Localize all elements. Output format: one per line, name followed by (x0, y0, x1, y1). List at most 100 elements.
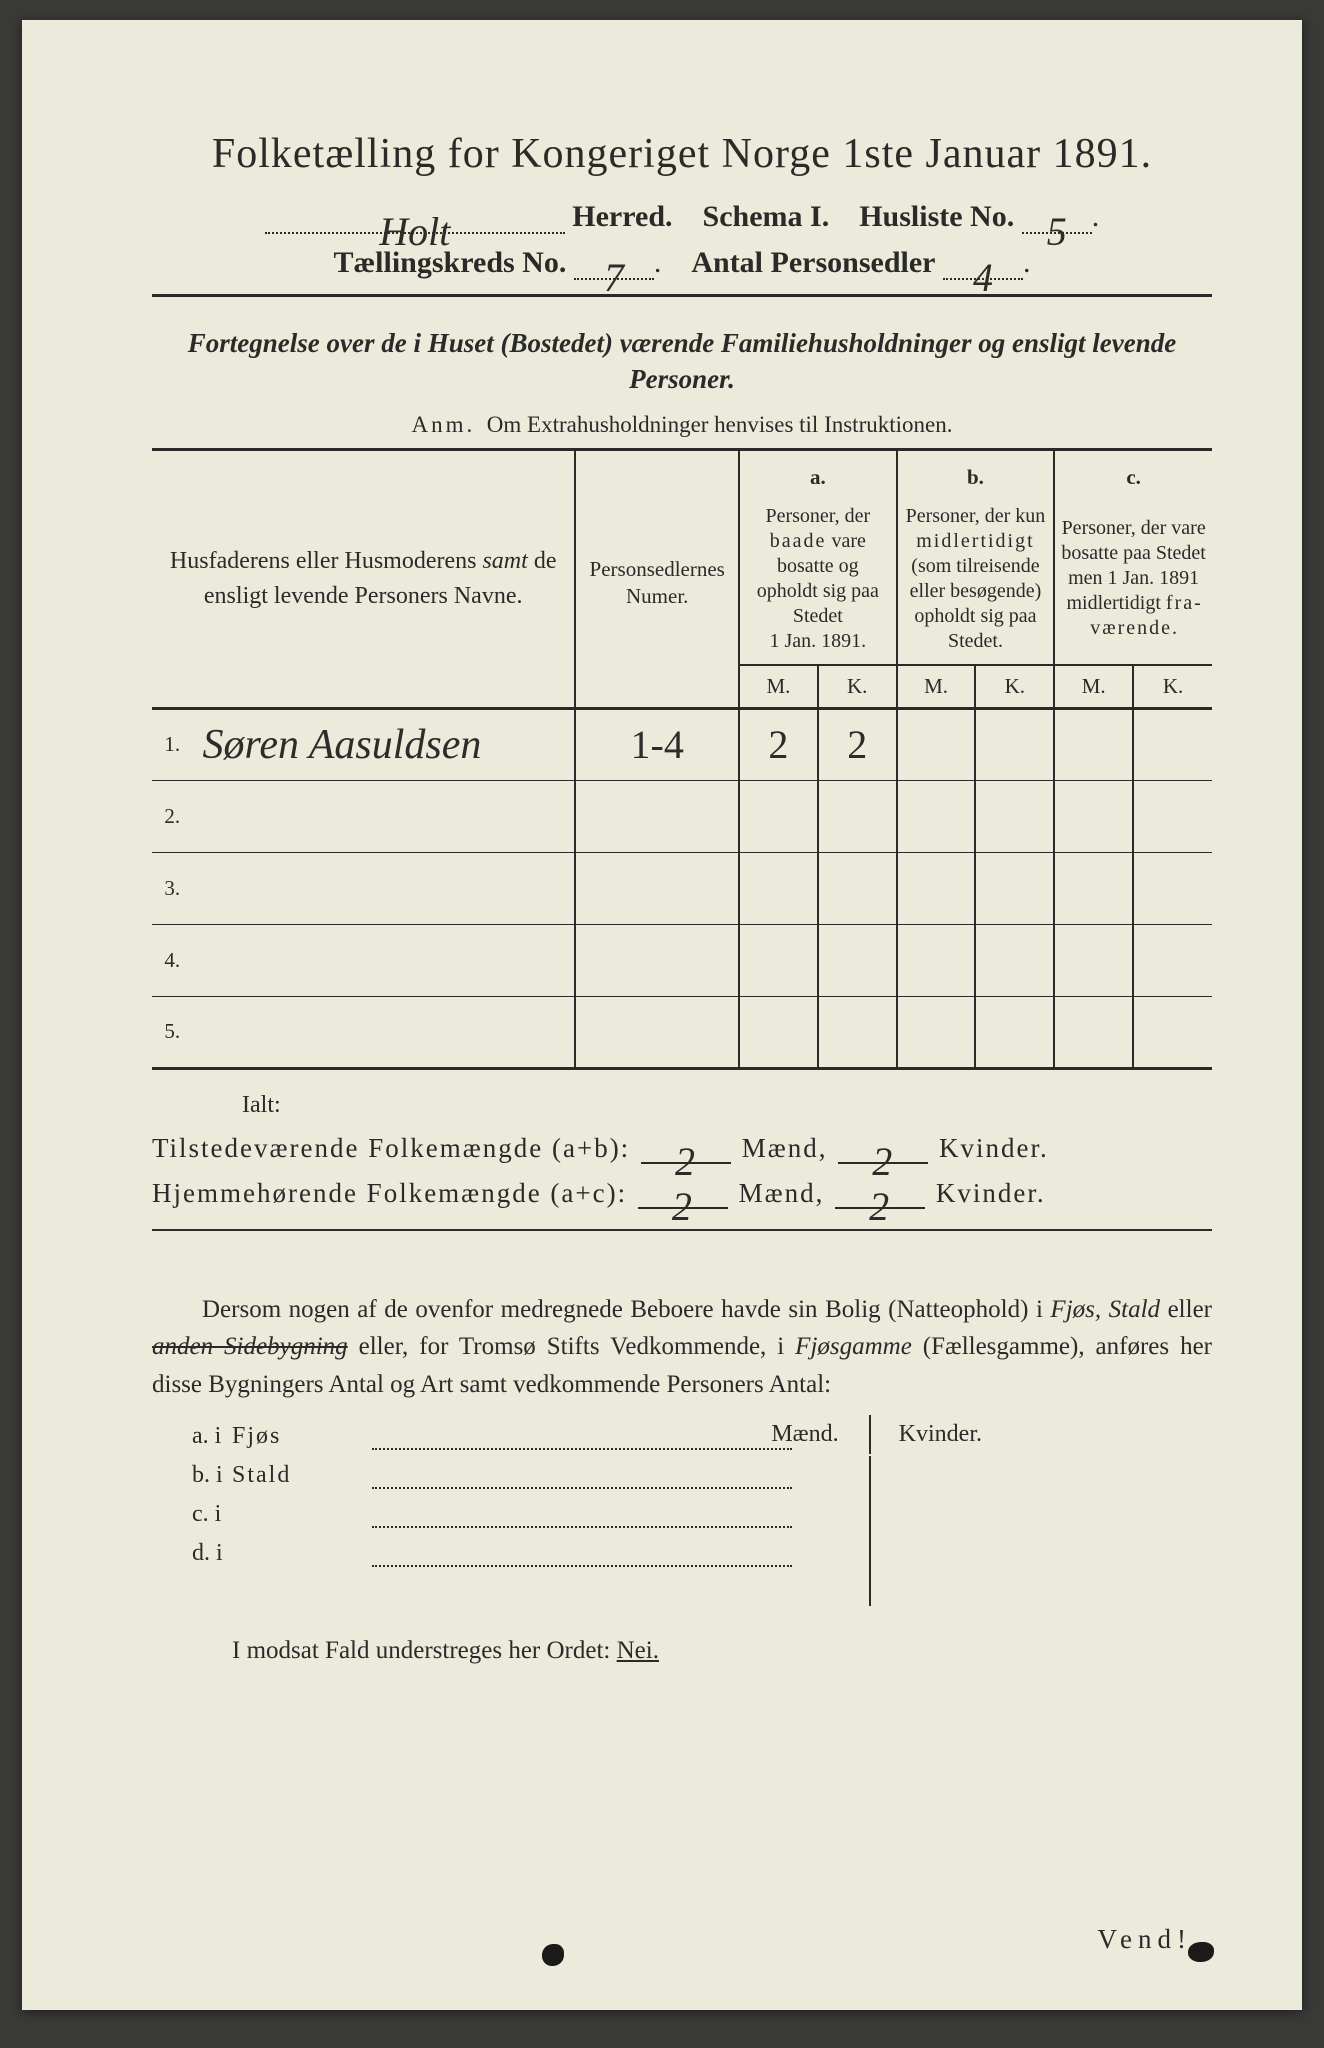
sum2-k-field: 2 (835, 1179, 925, 1209)
byg-label: d. i (152, 1540, 232, 1567)
c-m-cell (1054, 780, 1133, 852)
header-c-text: Personer, der vare bosatte paa Stedet me… (1054, 496, 1212, 665)
row-number: 3. (152, 852, 193, 924)
ialt-label: Ialt: (242, 1092, 1212, 1119)
antal-field: 4 (943, 250, 1023, 280)
row-number: 1. (152, 708, 193, 780)
byg-row: c. i (152, 1501, 1212, 1528)
mk-maend: Mænd. (743, 1415, 866, 1454)
numer-cell (575, 780, 739, 852)
schema-label: Schema I. (703, 200, 830, 233)
maend-label: Mænd, (742, 1133, 828, 1163)
b-k-cell (975, 852, 1054, 924)
a-m-cell (739, 780, 818, 852)
divider-2 (152, 1229, 1212, 1231)
maend-label-2: Mænd, (739, 1178, 825, 1208)
table-row: 5. (152, 996, 1212, 1068)
b-m-cell (897, 780, 976, 852)
table-row: 2. (152, 780, 1212, 852)
nei-text: I modsat Fald understreges her Ordet: (232, 1637, 610, 1664)
c-k-cell (1133, 780, 1212, 852)
c-k-cell (1133, 996, 1212, 1068)
meta-line-2: Tællingskreds No. 7. Antal Personsedler … (152, 246, 1212, 280)
byg-dots (372, 1508, 792, 1528)
table-row: 3. (152, 852, 1212, 924)
header-a-k: K. (818, 665, 897, 709)
page-title: Folketælling for Kongeriget Norge 1ste J… (152, 130, 1212, 178)
anm-line: Anm. Om Extrahusholdninger henvises til … (152, 412, 1212, 438)
subtitle: Fortegnelse over de i Huset (Bostedet) v… (152, 325, 1212, 398)
header-b-text: Personer, der kun midler­tidigt (som til… (897, 496, 1055, 665)
sum1-m-field: 2 (641, 1134, 731, 1164)
a-m-cell: 2 (739, 708, 818, 780)
header-b-m: M. (897, 665, 976, 709)
header-numer: Personsedlernes Numer. (575, 449, 739, 708)
meta-line-1: Holt Herred. Schema I. Husliste No. 5. (152, 200, 1212, 234)
table-row: 1.Søren Aasuldsen1-422 (152, 708, 1212, 780)
title-text: Folketælling for Kongeriget Norge 1ste J… (212, 131, 1152, 177)
a-m-cell (739, 852, 818, 924)
header-names: Husfaderens eller Husmoderens samt de en… (152, 449, 575, 708)
vend-label: Vend! (1098, 1924, 1192, 1955)
header-c-k: K. (1133, 665, 1212, 709)
kvinder-label-2: Kvinder. (936, 1178, 1046, 1208)
a-k-cell (818, 924, 897, 996)
sum2-label: Hjemmehørende Folkemængde (a+c): (152, 1178, 627, 1208)
header-a-m: M. (739, 665, 818, 709)
mk-kvinder: Kvinder. (869, 1415, 1010, 1454)
name-cell (193, 780, 576, 852)
a-m-cell (739, 924, 818, 996)
anm-text: Om Extrahusholdninger henvises til Instr… (487, 412, 953, 437)
byg-dots (372, 1547, 792, 1567)
c-m-cell (1054, 924, 1133, 996)
numer-cell (575, 996, 739, 1068)
a-m-cell (739, 996, 818, 1068)
kvinder-label: Kvinder. (939, 1133, 1049, 1163)
b-k-cell (975, 996, 1054, 1068)
header-b-label: b. (897, 449, 1055, 496)
a-k-cell: 2 (818, 708, 897, 780)
sum1-k-field: 2 (838, 1134, 928, 1164)
byg-label: c. i (152, 1501, 232, 1528)
header-c-label: c. (1054, 449, 1212, 496)
numer-cell (575, 852, 739, 924)
header-a-label: a. (739, 449, 897, 496)
b-m-cell (897, 852, 976, 924)
header-a-text: Personer, der baade vare bosatte og opho… (739, 496, 897, 665)
c-m-cell (1054, 708, 1133, 780)
byg-dots (372, 1469, 792, 1489)
divider (152, 294, 1212, 297)
b-m-cell (897, 708, 976, 780)
b-m-cell (897, 996, 976, 1068)
numer-cell (575, 924, 739, 996)
header-c-m: M. (1054, 665, 1133, 709)
table-row: 4. (152, 924, 1212, 996)
sum-line-2: Hjemmehørende Folkemængde (a+c): 2 Mænd,… (152, 1178, 1212, 1209)
anm-label: Anm. (412, 412, 476, 437)
byg-type: Fjøs (232, 1423, 372, 1450)
husliste-label: Husliste No. (859, 200, 1014, 233)
herred-field: Holt (265, 204, 565, 234)
name-cell (193, 996, 576, 1068)
c-k-cell (1133, 708, 1212, 780)
row-number: 4. (152, 924, 193, 996)
bolig-paragraph: Dersom nogen af de ovenfor medregnede Be… (152, 1291, 1212, 1404)
ink-blot (542, 1944, 564, 1966)
sum1-label: Tilstedeværende Folkemængde (a+b): (152, 1133, 630, 1163)
kreds-field: 7 (574, 250, 654, 280)
numer-cell: 1-4 (575, 708, 739, 780)
row-number: 5. (152, 996, 193, 1068)
byg-row: b. iStald (152, 1462, 1212, 1489)
c-k-cell (1133, 852, 1212, 924)
byg-row: d. i (152, 1540, 1212, 1567)
b-k-cell (975, 780, 1054, 852)
name-cell (193, 924, 576, 996)
byg-section: Mænd.Kvinder. a. iFjøsb. iStaldc. id. i (152, 1423, 1212, 1567)
byg-dots (372, 1430, 792, 1450)
byg-label: b. i (152, 1462, 232, 1489)
header-b-k: K. (975, 665, 1054, 709)
census-table: Husfaderens eller Husmoderens samt de en… (152, 448, 1212, 1070)
c-m-cell (1054, 996, 1133, 1068)
name-cell: Søren Aasuldsen (193, 708, 576, 780)
b-m-cell (897, 924, 976, 996)
